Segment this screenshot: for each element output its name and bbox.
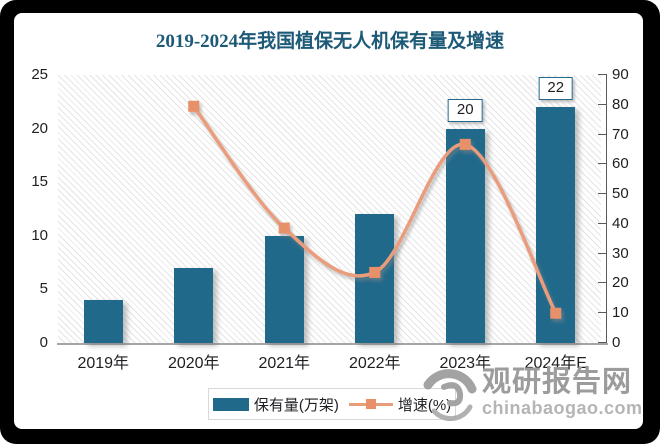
y-axis-right-tick xyxy=(598,163,606,165)
bar-holdings xyxy=(83,300,123,343)
x-axis-line xyxy=(57,343,608,345)
y-axis-right-tick xyxy=(598,193,606,195)
x-axis-category-label: 2020年 xyxy=(167,355,220,372)
y-axis-left-label: 0 xyxy=(39,334,48,351)
y-axis-right-label: 70 xyxy=(612,125,629,143)
x-axis-category-label: 2022年 xyxy=(348,355,401,372)
bar-data-label: 20 xyxy=(447,98,483,122)
x-axis-category-label: 2021年 xyxy=(258,355,311,372)
y-axis-left-label: 20 xyxy=(31,119,48,137)
bar-holdings xyxy=(536,107,576,343)
legend-label: 保有量(万架) xyxy=(253,396,339,414)
y-axis-right-line xyxy=(606,74,607,344)
line-swatch-marker xyxy=(365,399,376,409)
legend-item: 保有量(万架) xyxy=(212,394,339,415)
bar-holdings xyxy=(445,128,485,343)
y-axis-left-label: 10 xyxy=(31,226,48,244)
y-axis-right-label: 90 xyxy=(612,66,629,83)
bar-data-label: 22 xyxy=(538,77,574,101)
line-swatch-icon xyxy=(348,398,393,410)
y-axis-left-label: 25 xyxy=(31,66,48,83)
growth-line-marker xyxy=(459,138,471,150)
y-axis-right-label: 10 xyxy=(612,304,629,322)
legend: 保有量(万架) 增速(%) xyxy=(208,388,456,420)
y-axis-right-label: 50 xyxy=(612,185,629,203)
growth-line-marker xyxy=(188,100,200,112)
growth-line-marker xyxy=(369,266,381,278)
y-axis-right-label: 40 xyxy=(612,214,629,232)
y-axis-right-tick xyxy=(598,74,606,75)
y-axis-right-tick xyxy=(598,222,606,224)
watermark-logo-icon xyxy=(423,369,477,422)
bar-holdings xyxy=(264,235,304,343)
growth-line xyxy=(192,105,558,315)
legend-item: 增速(%) xyxy=(348,394,452,415)
watermark: 观研报告网 chinabaogao.com xyxy=(420,367,643,425)
y-axis-right-tick xyxy=(598,103,606,105)
growth-line-marker xyxy=(278,222,290,234)
y-axis-right-label: 0 xyxy=(612,334,621,351)
x-axis-category-label: 2024年E xyxy=(524,355,587,372)
x-axis-category-label: 2023年 xyxy=(439,355,492,372)
y-axis-right-label: 30 xyxy=(612,244,629,262)
y-axis-left-label: 5 xyxy=(39,280,48,298)
bar-holdings xyxy=(174,267,214,343)
x-axis-category-label: 2019年 xyxy=(77,355,130,372)
y-axis-left-label: 15 xyxy=(31,173,48,191)
growth-line-marker xyxy=(550,307,562,319)
chart-title: 2019-2024年我国植保无人机保有量及增速 xyxy=(155,31,505,52)
y-axis-right-tick xyxy=(598,282,606,284)
legend-label: 增速(%) xyxy=(397,396,452,414)
y-axis-right-tick xyxy=(598,312,606,314)
bar-holdings xyxy=(355,214,395,343)
y-axis-right-label: 80 xyxy=(612,95,629,113)
watermark-site-url: chinabaogao.com xyxy=(482,398,643,418)
watermark-text-block: 观研报告网 chinabaogao.com xyxy=(482,366,643,419)
y-axis-right-tick xyxy=(598,133,606,135)
bar-swatch-icon xyxy=(212,397,249,411)
y-axis-right-tick xyxy=(598,252,606,254)
watermark-site-name: 观研报告网 xyxy=(482,366,633,398)
y-axis-right-tick xyxy=(598,342,606,343)
y-axis-right-label: 20 xyxy=(612,274,629,292)
y-axis-right-label: 60 xyxy=(612,155,629,173)
